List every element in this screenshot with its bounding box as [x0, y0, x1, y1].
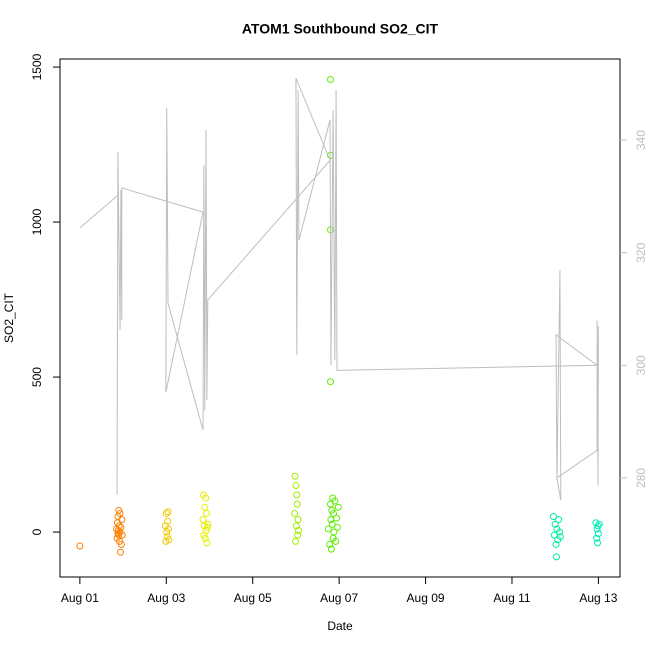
point — [333, 523, 341, 531]
point — [294, 531, 302, 539]
x-tick-label: Aug 05 — [234, 591, 272, 605]
y-tick-label: 500 — [30, 367, 44, 387]
y2-tick-label: 340 — [634, 130, 648, 150]
point — [594, 530, 602, 538]
point — [117, 540, 125, 548]
point — [293, 491, 301, 499]
point — [326, 500, 334, 508]
point — [555, 516, 563, 524]
point — [593, 534, 601, 542]
y-tick-label: 1500 — [30, 53, 44, 80]
x-axis-label: Date — [327, 619, 353, 633]
point — [293, 500, 301, 508]
point — [324, 525, 332, 533]
point — [326, 540, 334, 548]
chart-title: ATOM1 Southbound SO2_CIT — [242, 21, 439, 37]
point — [203, 523, 211, 531]
point — [326, 75, 334, 83]
x-tick-label: Aug 03 — [147, 591, 185, 605]
point — [292, 482, 300, 490]
x-tick-label: Aug 07 — [320, 591, 358, 605]
line — [79, 77, 599, 501]
point — [295, 527, 303, 535]
point — [327, 545, 335, 553]
point — [291, 509, 299, 517]
point — [294, 516, 302, 524]
point — [331, 497, 339, 505]
point — [291, 537, 299, 545]
point — [164, 525, 172, 533]
x-tick-label: Aug 01 — [61, 591, 99, 605]
point — [332, 537, 340, 545]
point — [202, 527, 210, 535]
point — [330, 528, 338, 536]
point — [164, 508, 172, 516]
point — [595, 520, 603, 528]
point — [203, 539, 211, 547]
point — [202, 509, 210, 517]
point — [556, 528, 564, 536]
point — [556, 533, 564, 541]
point — [594, 522, 602, 530]
point — [76, 542, 84, 550]
point — [551, 520, 559, 528]
y-tick-label: 1000 — [30, 208, 44, 235]
plot-frame — [59, 58, 621, 578]
y-tick-label: 0 — [30, 528, 44, 535]
point — [115, 506, 123, 514]
point — [118, 516, 126, 524]
point — [199, 516, 207, 524]
x-tick-label: Aug 09 — [407, 591, 445, 605]
x-tick-label: Aug 11 — [493, 591, 530, 605]
point — [333, 514, 341, 522]
point — [594, 539, 602, 547]
point — [552, 553, 560, 561]
point — [116, 548, 124, 556]
x-tick-label: Aug 13 — [579, 591, 617, 605]
point — [552, 540, 560, 548]
point — [117, 523, 125, 531]
point — [164, 517, 172, 525]
y2-tick-label: 280 — [634, 468, 648, 488]
point — [118, 531, 126, 539]
point — [165, 536, 173, 544]
y2-tick-label: 320 — [634, 242, 648, 262]
y2-tick-label: 300 — [634, 355, 648, 375]
point — [202, 494, 210, 502]
point — [162, 509, 170, 517]
point — [549, 513, 557, 521]
point — [201, 534, 209, 542]
point — [201, 503, 209, 511]
point — [334, 503, 342, 511]
point — [291, 472, 299, 480]
y-axis-label: SO2_CIT — [2, 292, 16, 343]
point — [204, 520, 212, 528]
point — [326, 378, 334, 386]
point — [328, 520, 336, 528]
point — [116, 509, 124, 517]
